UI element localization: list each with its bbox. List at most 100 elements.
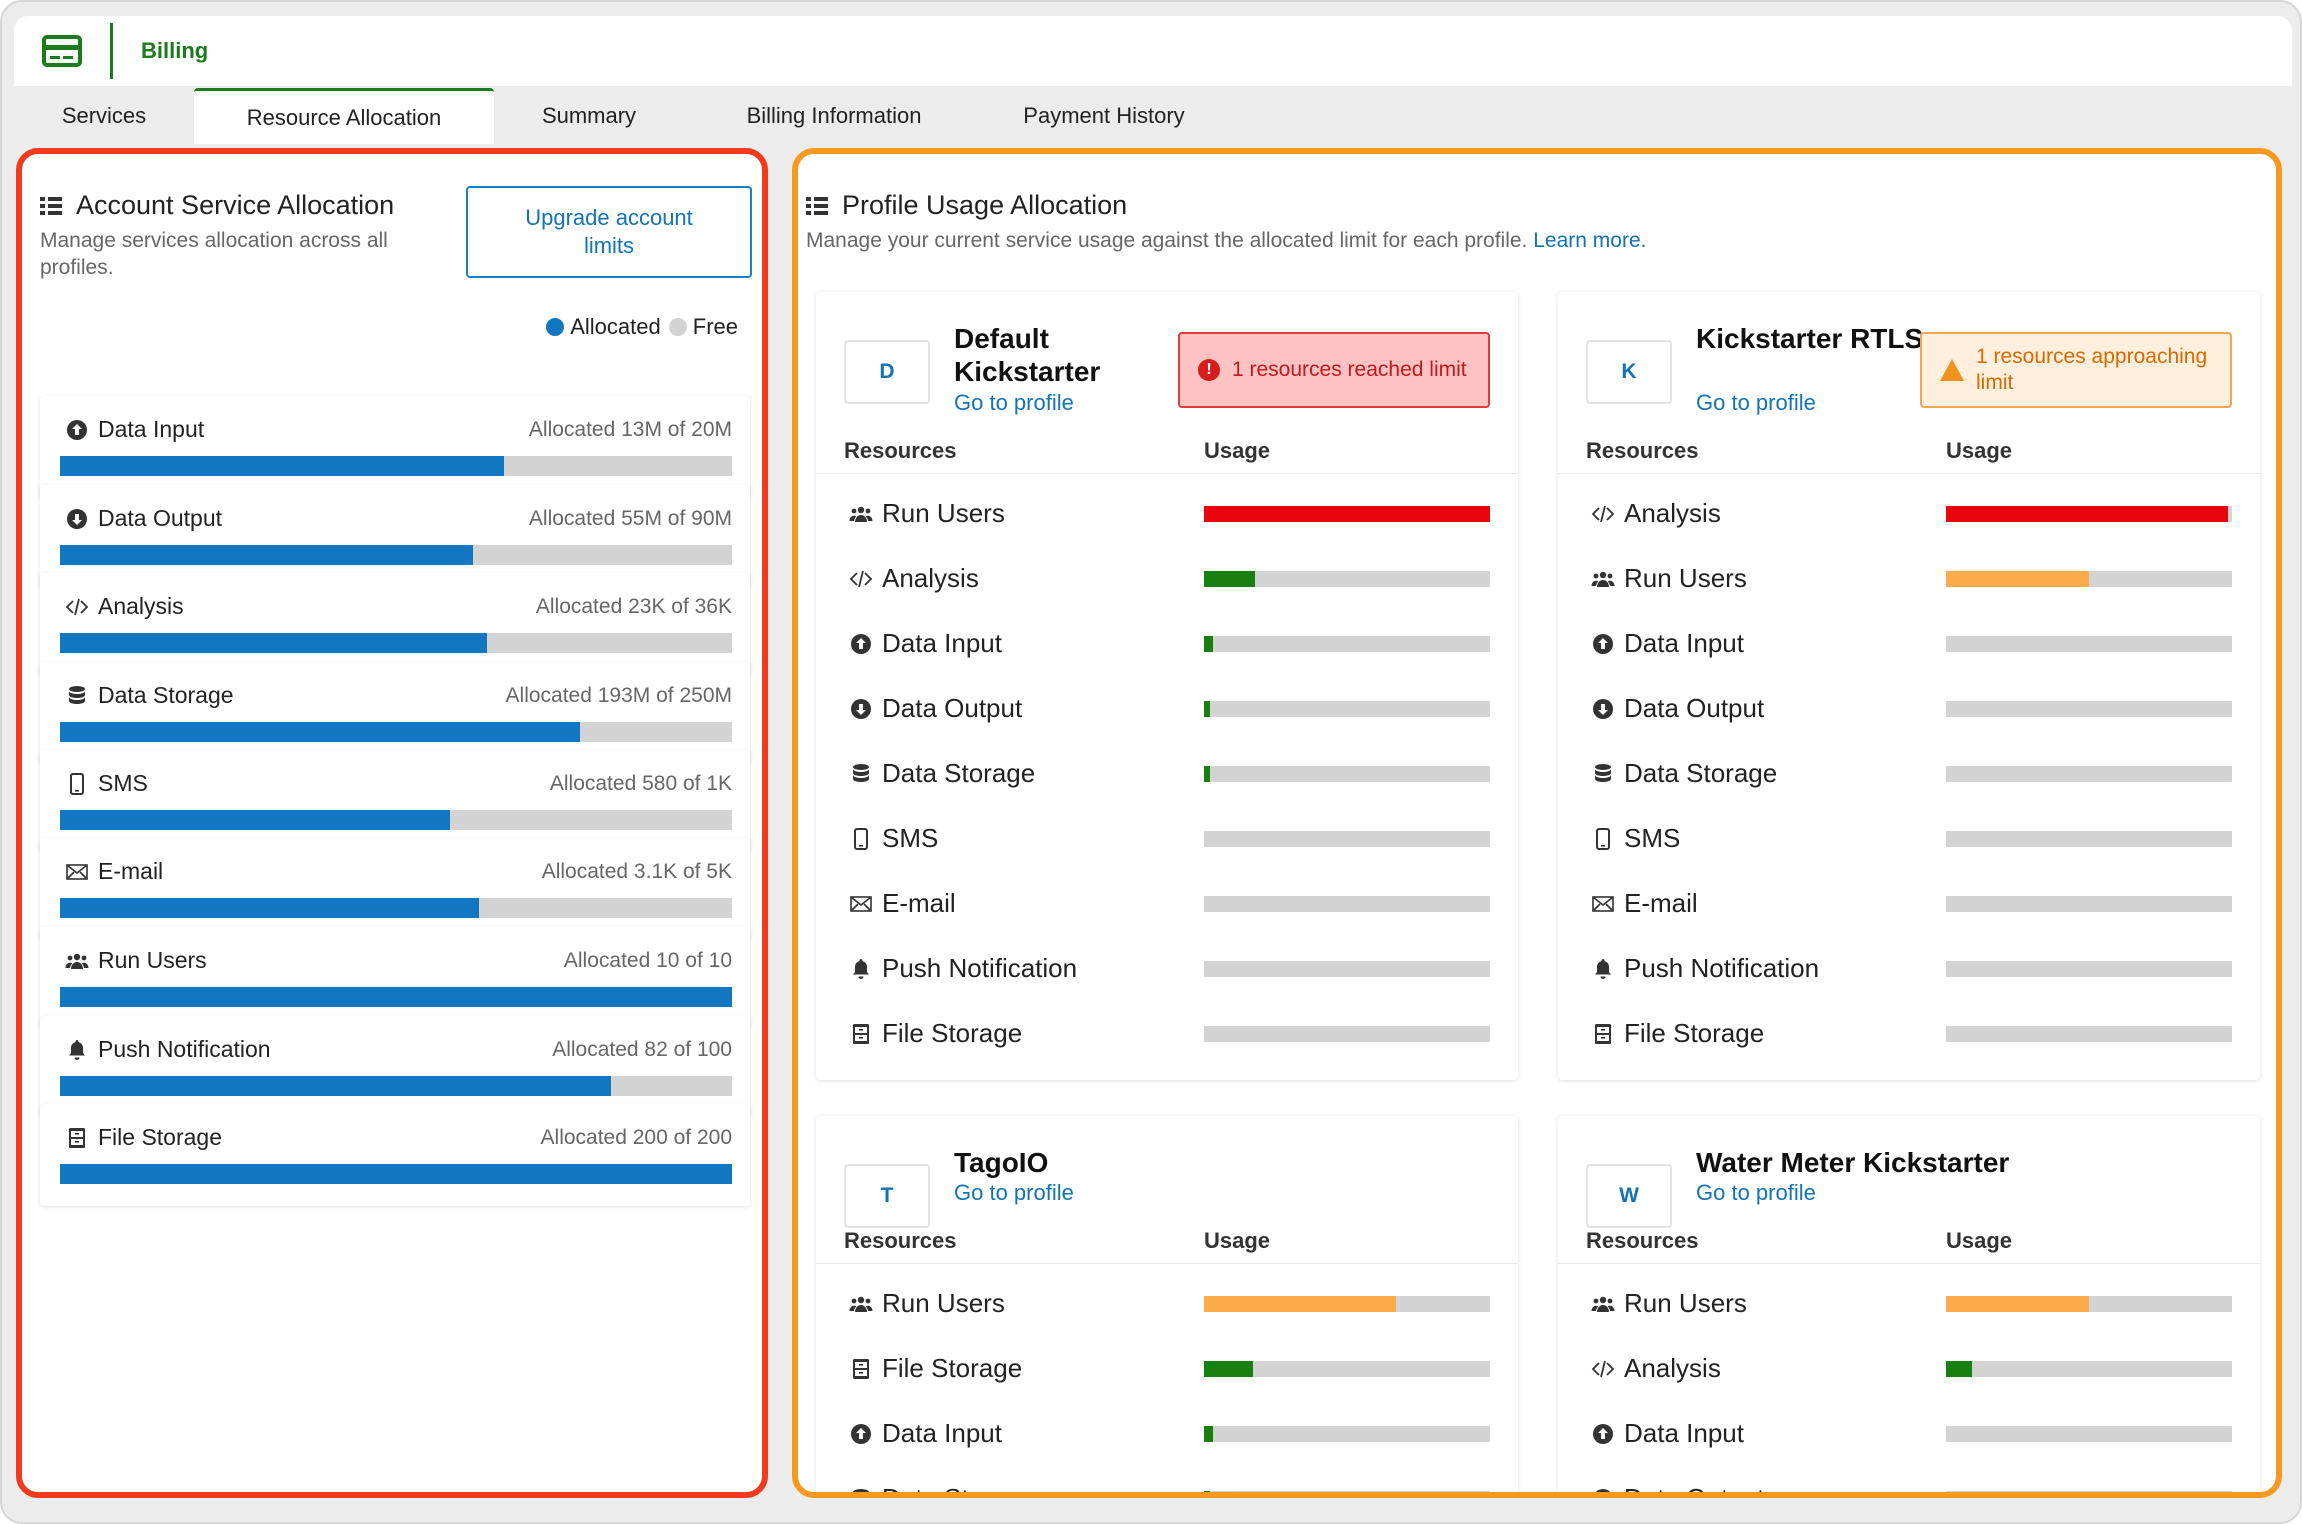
alert-circle-icon: ! (1198, 359, 1220, 381)
service-name: Data Input (64, 416, 204, 443)
service-name-text: Data Storage (98, 682, 234, 708)
service-name-text: SMS (98, 770, 148, 796)
usage-fill (1946, 1361, 1972, 1377)
badge-text: 1 resources approaching limit (1976, 345, 2208, 394)
resource-usage-bar (1204, 1296, 1490, 1312)
code-icon (1590, 501, 1616, 527)
resource-row: File Storage (816, 1335, 1518, 1400)
legend-free-label: Free (692, 314, 738, 339)
usage-fill (1204, 1426, 1213, 1442)
go-to-profile-link[interactable]: Go to profile (954, 390, 1074, 415)
service-allocation-card: File Storage Allocated 200 of 200 (40, 1104, 750, 1206)
service-allocated-amount: Allocated 82 of 100 (552, 1038, 732, 1061)
allocated-fill-data-storage (60, 722, 581, 742)
service-name: Data Storage (64, 682, 234, 709)
service-allocation-bar (60, 722, 732, 742)
resource-name-text: Run Users (1624, 563, 1747, 593)
envelope-icon (848, 891, 874, 917)
go-to-profile-link[interactable]: Go to profile (1696, 1180, 1816, 1205)
resource-name: Data Output (1590, 1483, 1764, 1492)
profile-panel-subtitle: Manage your current service usage agains… (806, 227, 1646, 254)
upload-circle-icon (1590, 1421, 1616, 1447)
resource-name-text: File Storage (882, 1353, 1023, 1383)
resource-name-text: Data Storage (882, 1483, 1036, 1498)
service-allocation-bar (60, 633, 732, 653)
legend-allocated-label: Allocated (570, 314, 661, 339)
resource-name-text: File Storage (882, 1018, 1023, 1048)
learn-more-link[interactable]: Learn more. (1533, 229, 1647, 252)
profile-status-badge: ! 1 resources reached limit (1178, 332, 1490, 408)
resource-usage-bar (1204, 506, 1490, 522)
resource-name-text: Analysis (1624, 1353, 1721, 1383)
resource-table-header: Resources Usage (1558, 428, 2260, 474)
upgrade-account-limits-button[interactable]: Upgrade account limits (466, 186, 752, 278)
resource-name-text: Data Output (1624, 693, 1765, 723)
profile-avatar: W (1586, 1164, 1672, 1228)
resource-name: Data Output (1590, 693, 1764, 724)
resource-row: Data Input (816, 610, 1518, 675)
badge-text: 1 resources reached limit (1232, 358, 1467, 381)
list-icon (40, 196, 62, 215)
profile-name: Kickstarter RTLS (1696, 323, 1924, 354)
service-allocated-amount: Allocated 200 of 200 (540, 1126, 732, 1149)
warning-triangle-icon (1940, 359, 1964, 381)
service-name: Run Users (64, 947, 207, 974)
resource-usage-bar (1204, 961, 1490, 977)
resource-row: Push Notification (1558, 935, 2260, 1000)
resource-usage-bar (1204, 571, 1490, 587)
usage-column-header: Usage (1204, 438, 1271, 463)
resource-usage-bar (1204, 1361, 1490, 1377)
resource-name: Analysis (1590, 498, 1721, 529)
code-icon (848, 566, 874, 592)
bell-icon (64, 1037, 90, 1063)
database-icon (1590, 761, 1616, 787)
resource-name: Push Notification (1590, 953, 1819, 984)
resource-row: File Storage (816, 1000, 1518, 1065)
resource-row: Analysis (1558, 1335, 2260, 1400)
tab-billing-information[interactable]: Billing Information (746, 103, 922, 128)
profile-panel-header: Profile Usage Allocation Manage your cur… (806, 190, 1646, 254)
service-allocated-amount: Allocated 10 of 10 (563, 949, 732, 972)
resource-row: Data Storage (816, 740, 1518, 805)
resource-table-header: Resources Usage (816, 428, 1518, 474)
tab-summary[interactable]: Summary (541, 103, 637, 128)
resource-name: File Storage (848, 1018, 1022, 1049)
usage-fill (1204, 1361, 1253, 1377)
resource-usage-bar (1946, 1296, 2232, 1312)
file-cabinet-icon (64, 1125, 90, 1151)
code-icon (64, 594, 90, 620)
go-to-profile-link[interactable]: Go to profile (1696, 390, 1816, 415)
resource-name-text: Data Output (882, 693, 1023, 723)
service-name: Push Notification (64, 1036, 271, 1063)
free-dot-icon (668, 318, 687, 336)
resource-name: Data Input (1590, 628, 1744, 659)
tab-resource-allocation[interactable]: Resource Allocation (194, 88, 494, 144)
go-to-profile-link[interactable]: Go to profile (954, 1180, 1074, 1205)
resource-usage-bar (1946, 506, 2232, 522)
resource-name: E-mail (1590, 888, 1698, 919)
bell-icon (1590, 956, 1616, 982)
service-allocation-card: Data Input Allocated 13M of 20M (40, 396, 750, 498)
upload-circle-icon (848, 1421, 874, 1447)
resource-name-text: Data Input (1624, 1418, 1744, 1448)
resource-name: Run Users (848, 1288, 1005, 1319)
allocated-dot-icon (546, 318, 565, 336)
resource-usage-bar (1946, 831, 2232, 847)
resource-usage-bar (1204, 1426, 1490, 1442)
resource-name-text: SMS (882, 823, 939, 853)
service-allocation-bar (60, 1076, 732, 1096)
tab-services[interactable]: Services (61, 103, 147, 128)
resource-name: Data Storage (848, 758, 1035, 789)
allocated-fill-run-users (60, 987, 732, 1007)
account-panel-subtitle: Manage services allocation across all pr… (40, 229, 388, 279)
service-allocation-bar (60, 898, 732, 918)
profile-name: TagoIO (954, 1147, 1049, 1178)
resource-row: SMS (816, 805, 1518, 870)
database-icon (848, 1486, 874, 1492)
resource-row: E-mail (1558, 870, 2260, 935)
mobile-phone-icon (848, 826, 874, 852)
profile-panel-title: Profile Usage Allocation (806, 190, 1646, 221)
service-name-text: File Storage (98, 1124, 223, 1150)
tab-payment-history[interactable]: Payment History (1023, 103, 1185, 128)
service-allocation-card: Data Output Allocated 55M of 90M (40, 485, 750, 587)
